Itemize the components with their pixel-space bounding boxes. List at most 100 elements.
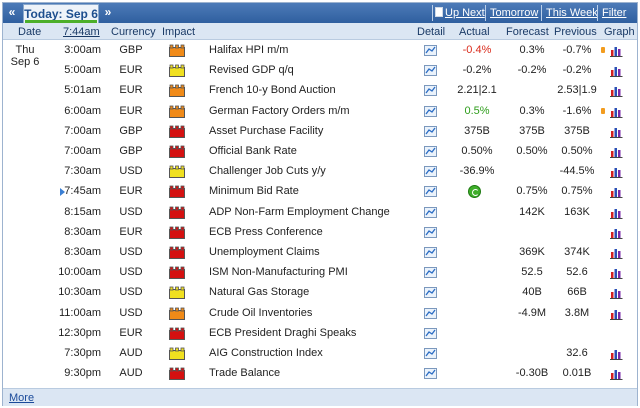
event-title[interactable]: ISM Non-Manufacturing PMI (209, 266, 348, 279)
detail-icon[interactable] (424, 166, 437, 178)
refresh-icon[interactable] (468, 185, 481, 199)
graph-icon[interactable] (610, 186, 623, 199)
event-title[interactable]: Revised GDP q/q (209, 64, 294, 77)
graph-icon[interactable] (610, 227, 623, 239)
graph-icon[interactable] (610, 65, 623, 78)
table-row[interactable]: 10:30am USD Natural Gas Storage 40B 66B (3, 283, 637, 303)
detail-icon[interactable] (424, 287, 437, 299)
event-forecast: 142K (519, 205, 545, 218)
graph-icon[interactable] (610, 308, 623, 320)
event-title[interactable]: Minimum Bid Rate (209, 185, 299, 198)
graph-icon[interactable] (610, 85, 623, 98)
impact-high-icon[interactable] (169, 327, 185, 340)
table-row[interactable]: 7:00am GBP Official Bank Rate 0.50% 0.50% 0.5… (3, 142, 637, 162)
revised-marker-icon[interactable] (601, 107, 605, 114)
detail-icon[interactable] (424, 65, 437, 77)
graph-icon[interactable] (610, 207, 623, 219)
event-title[interactable]: German Factory Orders m/m (209, 104, 350, 117)
impact-medium-icon[interactable] (169, 84, 185, 98)
impact-high-icon[interactable] (169, 226, 185, 239)
event-title[interactable]: ECB Press Conference (209, 225, 323, 238)
table-row[interactable]: 5:00am EUR Revised GDP q/q -0.2% -0.2% -0.2% (3, 61, 637, 81)
graph-icon[interactable] (610, 126, 623, 138)
up-next-link[interactable]: Up Next (435, 3, 485, 23)
detail-icon[interactable] (424, 327, 437, 339)
impact-medium-icon[interactable] (169, 307, 185, 320)
filter-label[interactable]: Filter (602, 7, 627, 19)
table-row[interactable]: 3:00am GBP Halifax HPI m/m -0.4% 0.3% -0.7% (3, 41, 637, 61)
impact-high-icon[interactable] (169, 206, 185, 219)
event-title[interactable]: AIG Construction Index (209, 347, 323, 359)
event-title[interactable]: Halifax HPI m/m (209, 44, 289, 56)
today-tab[interactable]: Today: Sep 6 (23, 4, 99, 23)
event-title[interactable]: Challenger Job Cuts y/y (209, 165, 326, 178)
event-title[interactable]: Trade Balance (209, 367, 281, 380)
event-title[interactable]: Crude Oil Inventories (209, 306, 313, 319)
event-title[interactable]: Official Bank Rate (209, 145, 297, 157)
event-title[interactable]: ADP Non-Farm Employment Change (209, 205, 390, 218)
detail-icon[interactable] (424, 146, 437, 157)
graph-icon[interactable] (610, 166, 623, 179)
detail-icon[interactable] (424, 85, 437, 97)
current-event-arrow-icon (60, 188, 65, 197)
impact-high-icon[interactable] (169, 246, 185, 259)
detail-icon[interactable] (424, 125, 437, 137)
up-next-label[interactable]: Up Next (445, 7, 485, 19)
graph-icon[interactable] (610, 267, 623, 280)
event-title[interactable]: Asset Purchase Facility (209, 124, 324, 137)
impact-low-icon[interactable] (169, 347, 185, 360)
graph-icon[interactable] (610, 247, 623, 259)
table-row[interactable]: 8:30am USD Unemployment Claims 369K 374K (3, 243, 637, 263)
impact-low-icon[interactable] (169, 165, 185, 179)
table-row[interactable]: 8:30am EUR ECB Press Conference (3, 223, 637, 243)
graph-icon[interactable] (610, 106, 623, 118)
impact-high-icon[interactable] (169, 125, 185, 138)
table-row[interactable]: 7:00am GBP Asset Purchase Facility 375B 375B… (3, 122, 637, 142)
detail-icon[interactable] (424, 186, 437, 198)
graph-icon[interactable] (610, 368, 623, 381)
graph-icon[interactable] (610, 45, 623, 57)
detail-icon[interactable] (424, 307, 437, 319)
graph-icon[interactable] (610, 348, 623, 360)
graph-icon[interactable] (610, 287, 623, 300)
impact-medium-icon[interactable] (169, 105, 185, 118)
detail-icon[interactable] (424, 247, 437, 258)
event-title[interactable]: Natural Gas Storage (209, 286, 310, 299)
impact-high-icon[interactable] (169, 367, 185, 381)
event-title[interactable]: French 10-y Bond Auction (209, 84, 336, 97)
impact-high-icon[interactable] (169, 145, 185, 158)
next-day-button[interactable]: » (104, 5, 112, 19)
header-time[interactable]: 7:44am (63, 26, 100, 38)
table-row[interactable]: 8:15am USD ADP Non-Farm Employment Change 1… (3, 203, 637, 223)
detail-icon[interactable] (424, 105, 437, 117)
table-row[interactable]: 5:01am EUR French 10-y Bond Auction 2.21|2.… (3, 81, 637, 101)
table-row[interactable]: 10:00am USD ISM Non-Manufacturing PMI 52.5 5… (3, 263, 637, 283)
impact-high-icon[interactable] (169, 185, 185, 199)
filter-dropdown[interactable]: Filter (602, 3, 637, 36)
this-week-link[interactable]: This Week (546, 7, 598, 19)
impact-low-icon[interactable] (169, 64, 185, 78)
more-link[interactable]: More (9, 392, 35, 404)
detail-icon[interactable] (424, 45, 437, 56)
detail-icon[interactable] (424, 226, 437, 238)
tomorrow-link[interactable]: Tomorrow (490, 7, 539, 19)
table-row[interactable]: 9:30pm AUD Trade Balance -0.30B 0.01B (3, 364, 637, 384)
graph-icon[interactable] (610, 146, 623, 158)
event-title[interactable]: ECB President Draghi Speaks (209, 326, 357, 339)
table-row[interactable]: 7:30pm AUD AIG Construction Index 32.6 (3, 344, 637, 364)
revised-marker-icon[interactable] (601, 47, 605, 53)
detail-icon[interactable] (424, 368, 437, 380)
table-row[interactable]: 12:30pm EUR ECB President Draghi Speaks (3, 324, 637, 344)
impact-high-icon[interactable] (169, 266, 185, 280)
table-row[interactable]: 7:30am USD Challenger Job Cuts y/y -36.9% -4… (3, 162, 637, 182)
detail-icon[interactable] (424, 267, 437, 279)
detail-icon[interactable] (424, 348, 437, 359)
table-row[interactable]: 7:45am EUR Minimum Bid Rate 0.75% 0.75% (3, 182, 637, 202)
detail-icon[interactable] (424, 206, 437, 218)
impact-medium-icon[interactable] (169, 44, 185, 57)
table-row[interactable]: 6:00am EUR German Factory Orders m/m 0.5% 0.… (3, 102, 637, 122)
prev-day-button[interactable]: « (8, 5, 16, 19)
impact-low-icon[interactable] (169, 286, 185, 300)
event-title[interactable]: Unemployment Claims (209, 246, 320, 258)
table-row[interactable]: 11:00am USD Crude Oil Inventories -4.9M 3.8M (3, 304, 637, 324)
